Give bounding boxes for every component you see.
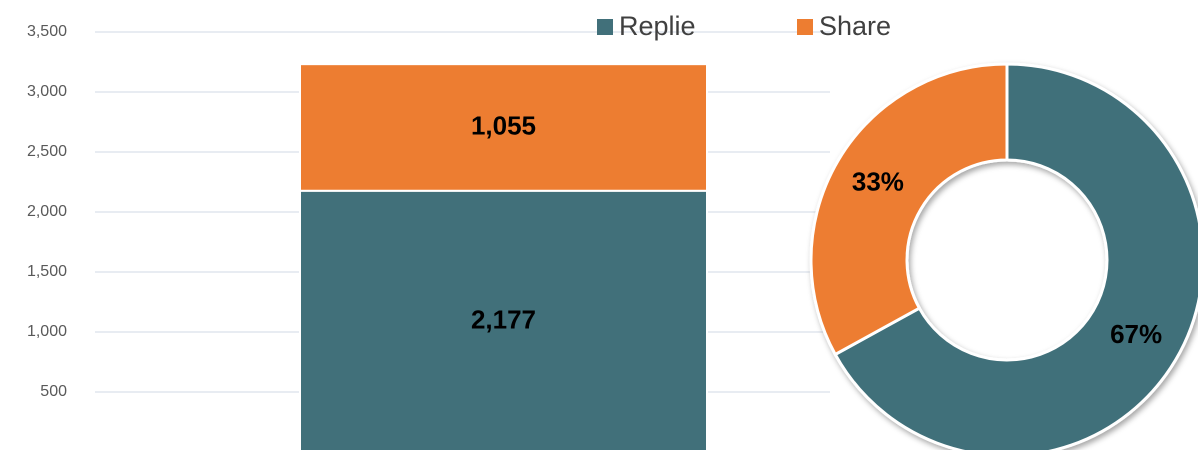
bar-segment bbox=[299, 189, 708, 450]
y-tick-label: 3,000 bbox=[27, 83, 67, 100]
bar-segment bbox=[299, 63, 708, 192]
legend-swatch bbox=[797, 19, 813, 35]
y-tick-label: 1,000 bbox=[27, 323, 67, 340]
y-tick-label: 2,000 bbox=[27, 203, 67, 220]
legend-label: Share bbox=[819, 11, 891, 41]
y-tick-label: 500 bbox=[40, 383, 67, 400]
donut bbox=[809, 62, 1198, 450]
data-label: 33% bbox=[852, 167, 904, 197]
legend-swatch bbox=[597, 19, 613, 35]
legend-label: Replie bbox=[619, 11, 696, 41]
y-tick-label: 2,500 bbox=[27, 143, 67, 160]
donut-slice bbox=[809, 62, 1009, 357]
data-label: 2,177 bbox=[471, 304, 536, 334]
y-tick-label: 1,500 bbox=[27, 263, 67, 280]
data-label: 67% bbox=[1110, 319, 1162, 349]
data-label: 1,055 bbox=[471, 110, 536, 140]
donut-slice bbox=[833, 62, 1198, 450]
y-tick-label: 3,500 bbox=[27, 23, 67, 40]
